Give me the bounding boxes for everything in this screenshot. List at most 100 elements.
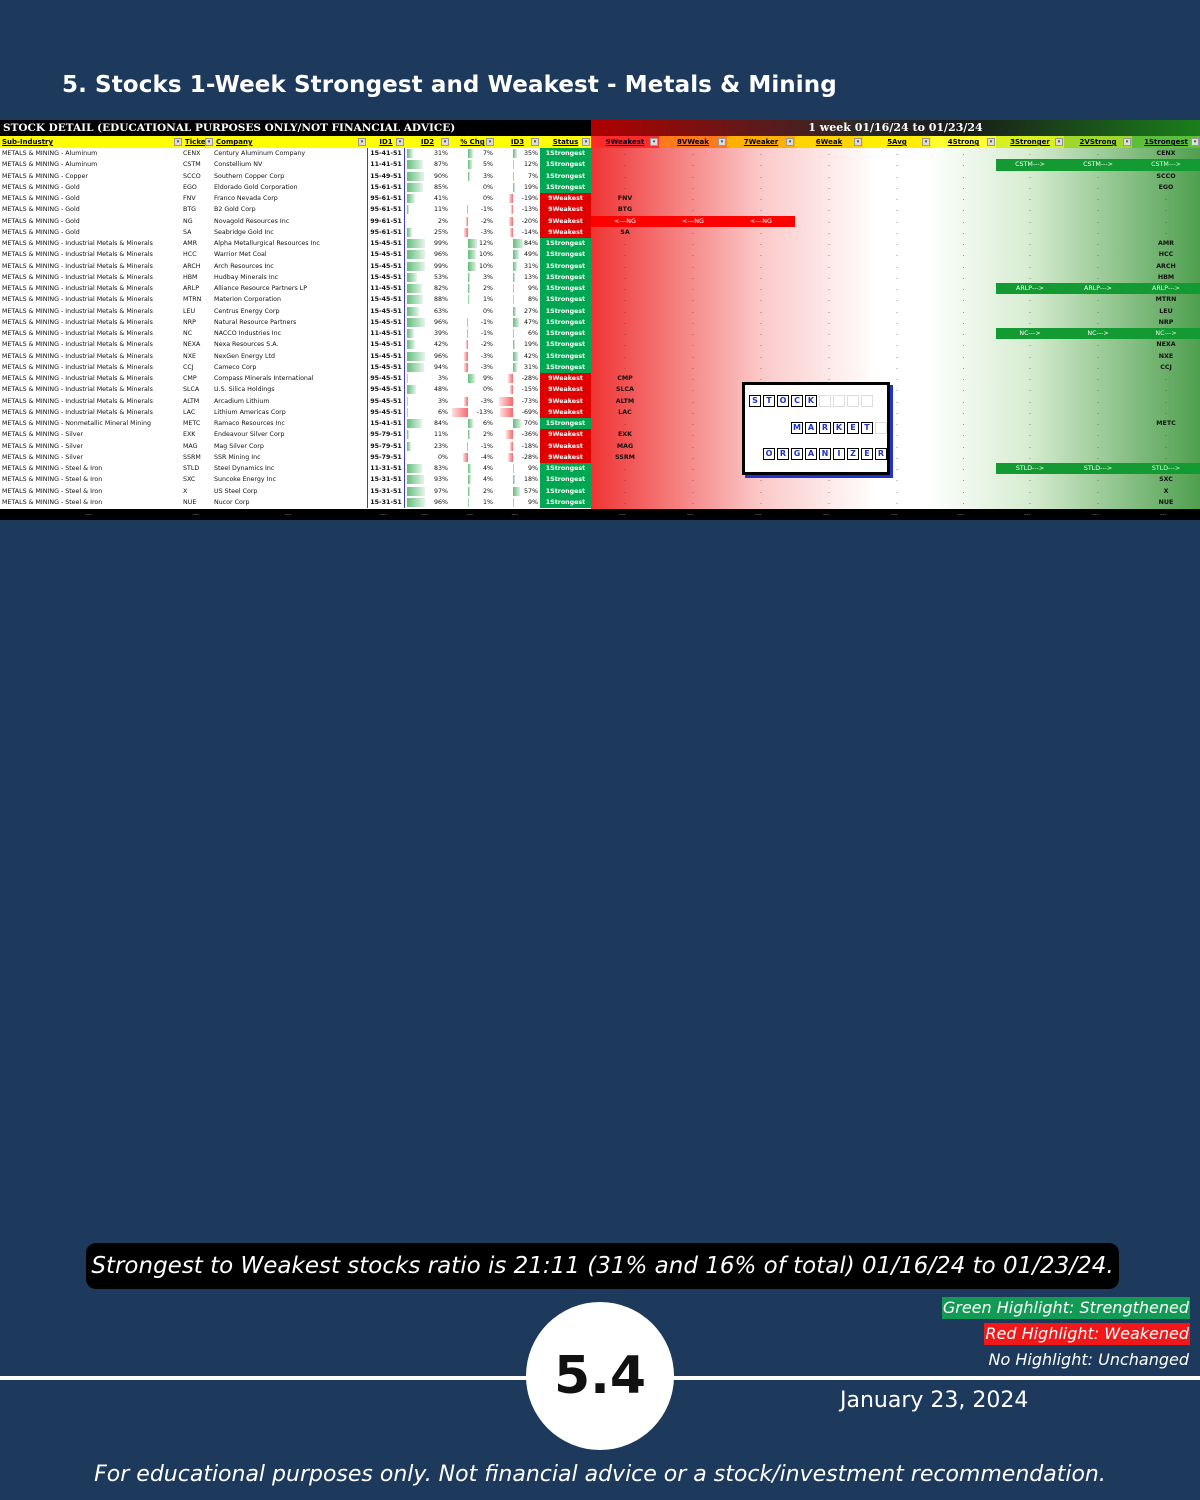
empty-level-cell: . bbox=[962, 206, 965, 214]
column-header[interactable]: Ticker ▾ bbox=[183, 136, 214, 148]
table-row[interactable]: METALS & MINING - Industrial Metals & Mi… bbox=[0, 328, 1200, 340]
table-row[interactable]: METALS & MINING - Industrial Metals & Mi… bbox=[0, 384, 1200, 396]
empty-level-cell: . bbox=[895, 420, 898, 427]
id3-cell: 31% bbox=[495, 362, 540, 373]
value-bar bbox=[513, 317, 519, 327]
table-row[interactable]: METALS & MINING - Steel & Iron X US Steel … bbox=[0, 485, 1200, 497]
value-bar bbox=[465, 216, 468, 226]
filter-dropdown-icon[interactable]: ▾ bbox=[396, 138, 404, 146]
filter-dropdown-icon[interactable]: ▾ bbox=[441, 138, 449, 146]
filter-dropdown-icon[interactable]: ▾ bbox=[205, 138, 213, 146]
table-row[interactable]: METALS & MINING - Industrial Metals & Mi… bbox=[0, 361, 1200, 373]
filter-dropdown-icon[interactable]: ▾ bbox=[922, 138, 930, 146]
ticker-cell: MTRN bbox=[183, 296, 202, 304]
empty-level-cell: . bbox=[962, 240, 965, 247]
filter-dropdown-icon[interactable]: ▾ bbox=[174, 138, 182, 146]
id1-cell: 15-45-51 bbox=[367, 339, 405, 351]
id1-cell: 11-45-51 bbox=[367, 283, 405, 295]
table-row[interactable]: METALS & MINING - Silver SSRM SSR Mining I… bbox=[0, 451, 1200, 463]
table-row[interactable]: METALS & MINING - Industrial Metals & Mi… bbox=[0, 305, 1200, 317]
filter-dropdown-icon[interactable]: ▾ bbox=[1123, 138, 1131, 146]
table-row[interactable]: METALS & MINING - Aluminum CSTM Constelliu… bbox=[0, 159, 1200, 171]
column-header[interactable]: ID3 ▾ bbox=[495, 136, 540, 148]
value-bar bbox=[510, 385, 513, 395]
table-row[interactable]: METALS & MINING - Gold FNV Franco Nevada C… bbox=[0, 193, 1200, 205]
filter-dropdown-icon[interactable]: ▾ bbox=[854, 138, 862, 146]
table-row[interactable]: METALS & MINING - Steel & Iron STLD Steel … bbox=[0, 463, 1200, 475]
table-row[interactable]: METALS & MINING - Industrial Metals & Mi… bbox=[0, 271, 1200, 283]
value-text: -3% bbox=[480, 352, 493, 360]
filter-dropdown-icon[interactable]: ▾ bbox=[718, 138, 726, 146]
column-header[interactable]: 8VWeak ▾ bbox=[659, 136, 727, 148]
value-text: 11% bbox=[434, 206, 448, 214]
table-row[interactable]: METALS & MINING - Industrial Metals & Mi… bbox=[0, 249, 1200, 261]
column-header[interactable]: Sub-Industry ▾ bbox=[0, 136, 183, 148]
column-header[interactable]: 2VStrong ▾ bbox=[1064, 136, 1132, 148]
column-header[interactable]: % Chg ▾ bbox=[450, 136, 495, 148]
empty-level-cell: . bbox=[759, 375, 762, 382]
filter-dropdown-icon[interactable]: ▾ bbox=[486, 138, 494, 146]
table-row[interactable]: METALS & MINING - Copper SCCO Southern Cop… bbox=[0, 170, 1200, 182]
id2-cell: 0% bbox=[405, 452, 450, 463]
empty-level-cell: . bbox=[691, 240, 694, 247]
table-row[interactable]: METALS & MINING - Industrial Metals & Mi… bbox=[0, 406, 1200, 418]
empty-level-cell: . bbox=[1028, 240, 1031, 247]
column-header[interactable]: 9Weakest ▾ bbox=[591, 136, 659, 148]
table-row[interactable]: METALS & MINING - Industrial Metals & Mi… bbox=[0, 316, 1200, 328]
column-header[interactable]: Status ▾ bbox=[540, 136, 591, 148]
table-row[interactable]: METALS & MINING - Silver EXK Endeavour Sil… bbox=[0, 429, 1200, 441]
filter-dropdown-icon[interactable]: ▾ bbox=[531, 138, 539, 146]
filter-dropdown-icon[interactable]: ▾ bbox=[650, 138, 658, 146]
value-text: -18% bbox=[521, 442, 538, 450]
status-badge: 1Strongest bbox=[540, 271, 591, 283]
footer-marker: --- bbox=[1024, 511, 1031, 518]
filter-dropdown-icon[interactable]: ▾ bbox=[987, 138, 995, 146]
column-header[interactable]: ID2 ▾ bbox=[405, 136, 450, 148]
table-row[interactable]: METALS & MINING - Industrial Metals & Mi… bbox=[0, 260, 1200, 272]
filter-dropdown-icon[interactable]: ▾ bbox=[1191, 138, 1199, 146]
filter-dropdown-icon[interactable]: ▾ bbox=[358, 138, 366, 146]
value-text: 6% bbox=[438, 408, 448, 416]
column-header[interactable]: 6Weak ▾ bbox=[795, 136, 863, 148]
column-header[interactable]: 3Stronger ▾ bbox=[996, 136, 1064, 148]
value-text: -3% bbox=[480, 397, 493, 405]
empty-level-cell: . bbox=[1028, 498, 1031, 506]
id3-cell: -69% bbox=[495, 407, 540, 418]
filter-dropdown-icon[interactable]: ▾ bbox=[1055, 138, 1063, 146]
table-row[interactable]: METALS & MINING - Silver MAG Mag Silver Co… bbox=[0, 440, 1200, 452]
pct-change-cell: -3% bbox=[450, 227, 495, 238]
table-row[interactable]: METALS & MINING - Steel & Iron SXC Suncoke… bbox=[0, 474, 1200, 486]
empty-level-cell: . bbox=[1096, 318, 1099, 326]
table-row[interactable]: METALS & MINING - Industrial Metals & Mi… bbox=[0, 350, 1200, 362]
strengthened-arrow-cell: ARLP---> bbox=[1132, 283, 1200, 295]
empty-level-cell: . bbox=[1028, 183, 1031, 191]
column-headers: Sub-Industry ▾ Ticker ▾ Company ▾ ID1 ▾ ID2 ▾% Ch… bbox=[0, 136, 1200, 148]
column-header[interactable]: 7Weaker ▾ bbox=[727, 136, 795, 148]
table-row[interactable]: METALS & MINING - Aluminum CENX Century Al… bbox=[0, 148, 1200, 160]
table-row[interactable]: METALS & MINING - Nonmetallic Mineral Mi… bbox=[0, 418, 1200, 430]
filter-dropdown-icon[interactable]: ▾ bbox=[582, 138, 590, 146]
table-row[interactable]: METALS & MINING - Industrial Metals & Mi… bbox=[0, 294, 1200, 306]
table-row[interactable]: METALS & MINING - Industrial Metals & Mi… bbox=[0, 373, 1200, 385]
column-header[interactable]: Company ▾ bbox=[214, 136, 367, 148]
company-cell: Franco Nevada Corp bbox=[214, 195, 278, 202]
table-row[interactable]: METALS & MINING - Gold BTG B2 Gold Corp 95-… bbox=[0, 204, 1200, 216]
table-row[interactable]: METALS & MINING - Industrial Metals & Mi… bbox=[0, 283, 1200, 295]
empty-level-cell: . bbox=[691, 251, 694, 259]
column-header[interactable]: 5Avg ▾ bbox=[863, 136, 931, 148]
table-row[interactable]: METALS & MINING - Gold EGO Eldorado Gold C… bbox=[0, 181, 1200, 193]
column-header[interactable]: ID1 ▾ bbox=[367, 136, 405, 148]
table-row[interactable]: METALS & MINING - Industrial Metals & Mi… bbox=[0, 395, 1200, 407]
column-header[interactable]: 1Strongest ▾ bbox=[1132, 136, 1200, 148]
table-row[interactable]: METALS & MINING - Gold NG Novagold Resourc… bbox=[0, 215, 1200, 227]
id3-cell: 31% bbox=[495, 261, 540, 272]
table-row[interactable]: METALS & MINING - Gold SA Seabridge Gold I… bbox=[0, 226, 1200, 238]
table-row[interactable]: METALS & MINING - Steel & Iron NUE Nucor C… bbox=[0, 496, 1200, 508]
filter-dropdown-icon[interactable]: ▾ bbox=[786, 138, 794, 146]
status-badge: 9Weakest bbox=[540, 215, 591, 227]
value-text: 90% bbox=[434, 172, 448, 180]
column-header[interactable]: 4Strong ▾ bbox=[931, 136, 996, 148]
status-badge: 1Strongest bbox=[540, 249, 591, 261]
table-row[interactable]: METALS & MINING - Industrial Metals & Mi… bbox=[0, 339, 1200, 351]
table-row[interactable]: METALS & MINING - Industrial Metals & Mi… bbox=[0, 238, 1200, 250]
